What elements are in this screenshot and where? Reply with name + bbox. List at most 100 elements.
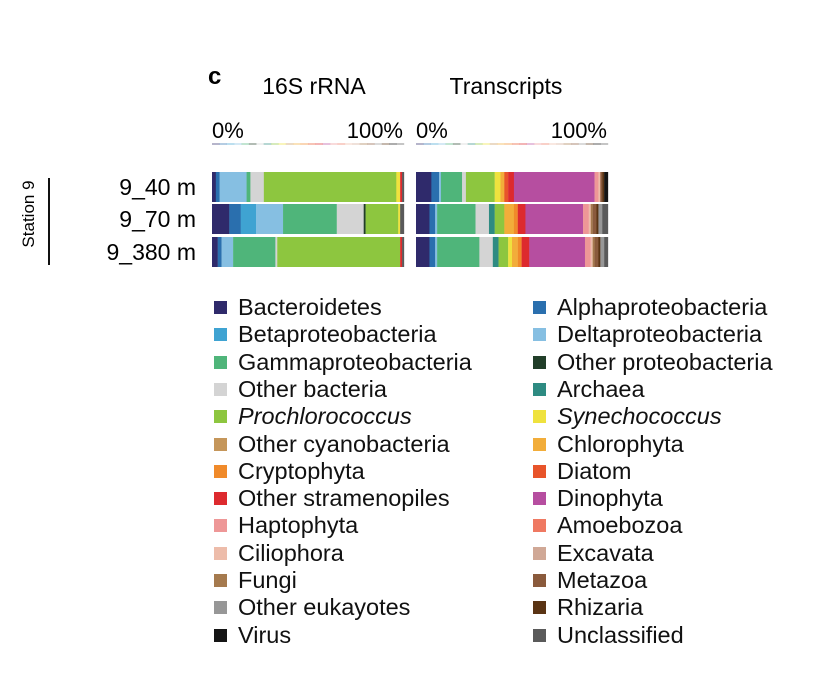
axis-baseline-segment: [423, 143, 431, 145]
axis-baseline-segment: [322, 143, 331, 145]
axis-baseline-segment: [263, 143, 272, 145]
legend-label: Virus: [238, 621, 292, 648]
legend-item-betaproteobacteria: Betaproteobacteria: [214, 321, 437, 348]
legend-item-archaea: Archaea: [533, 376, 645, 403]
legend-label: Synechococcus: [557, 403, 722, 430]
axis-baseline-segment: [359, 143, 368, 145]
category-labels: 9_40 m 9_70 m 9_380 m: [106, 174, 196, 265]
bar-segment-transcripts-9-40-m-prochlorococcus: [465, 172, 495, 202]
legend-swatch: [533, 464, 546, 478]
bar-segment-transcripts-9-40-m-deltaproteobacteria: [439, 172, 442, 202]
axis-baseline-segment: [548, 143, 557, 145]
legend-item-amoebozoa: Amoebozoa: [533, 512, 682, 539]
bar-segment-transcripts-9-40-m-diatom: [504, 172, 509, 202]
legend-label: Alphaproteobacteria: [557, 294, 768, 320]
legend-label: Other stramenopiles: [238, 485, 450, 512]
bar-segment-16s-rrna-9-70-m-alphaproteobacteria: [229, 204, 241, 234]
legend-label: Unclassified: [557, 621, 684, 648]
legend-swatch: [533, 601, 546, 615]
legend-item-cryptophyta: Cryptophyta: [214, 458, 365, 485]
bar-segment-16s-rrna-9-40-m-bacteroidetes: [212, 172, 216, 202]
bar-segment-transcripts-9-380-m-ciliophora: [590, 237, 593, 267]
legend-swatch: [214, 601, 227, 615]
bar-segment-transcripts-9-70-m-other-eukayotes: [598, 204, 603, 234]
legend-label: Other bacteria: [238, 375, 387, 402]
axis-baseline-segment: [600, 143, 609, 145]
axis-baseline-segment: [460, 143, 468, 145]
axis-baseline-segment: [467, 143, 476, 145]
legend-item-deltaproteobacteria: Deltaproteobacteria: [533, 321, 762, 348]
legend-item-chlorophyta: Chlorophyta: [533, 431, 684, 458]
legend-swatch: [214, 410, 227, 424]
axis-baseline-segment: [315, 143, 323, 145]
legend-label: Haptophyta: [238, 512, 359, 539]
bar-segment-16s-rrna-9-40-m-other-stramenopiles: [400, 172, 403, 202]
legend-label: Betaproteobacteria: [238, 321, 437, 348]
legend-swatch: [214, 574, 227, 587]
bar-segment-transcripts-9-40-m-chlorophyta: [500, 172, 505, 202]
legend-swatch: [533, 546, 546, 560]
legend-item-haptophyta: Haptophyta: [214, 512, 358, 539]
axis-baseline-segment: [578, 143, 587, 145]
bar-segment-transcripts-9-380-m-bacteroidetes: [416, 237, 430, 267]
legend-item-bacteroidetes: Bacteroidetes: [214, 294, 382, 321]
panel-title-16s: 16S rRNA: [262, 73, 366, 99]
axis-baseline-segment: [489, 143, 498, 145]
legend-item-ciliophora: Ciliophora: [214, 540, 344, 567]
bar-segment-16s-rrna-9-70-m-unclassified: [400, 204, 405, 234]
bar-segment-transcripts-9-70-m-alphaproteobacteria: [429, 204, 436, 234]
bar-segment-16s-rrna-9-40-m-prochlorococcus: [263, 172, 397, 202]
legend-item-other-proteobacteria: Other proteobacteria: [533, 349, 773, 376]
bar-segment-transcripts-9-70-m-gammaproteobacteria: [437, 204, 476, 234]
legend: Bacteroidetes Alphaproteobacteria Betaprot…: [214, 294, 814, 654]
panel-title-transcripts: Transcripts: [450, 73, 563, 99]
axis-baseline-segment: [374, 143, 383, 145]
legend-swatch: [214, 382, 227, 396]
legend-label: Gammaproteobacteria: [238, 348, 472, 375]
category-label-9-380-m: 9_380 m: [106, 239, 196, 265]
legend-label: Diatom: [557, 457, 632, 484]
bar-segment-transcripts-9-40-m-metazoa: [600, 172, 603, 202]
axis-baseline-segment: [534, 143, 542, 145]
axis-baseline-segment: [438, 143, 446, 145]
axis-baseline-segment: [367, 143, 375, 145]
legend-label: Dinophyta: [557, 485, 663, 512]
legend-item-fungi: Fungi: [214, 567, 297, 594]
bar-segment-16s-rrna-9-70-m-prochlorococcus: [365, 204, 399, 234]
bar-segment-transcripts-9-380-m-metazoa: [594, 237, 599, 267]
bar-segment-16s-rrna-9-40-m-deltaproteobacteria: [219, 172, 247, 202]
axis-baseline-segment: [416, 143, 424, 145]
bar-segment-transcripts-9-40-m-rhizaria: [602, 172, 605, 202]
bar-segment-transcripts-9-40-m-other-bacteria: [462, 172, 467, 202]
bar-segment-16s-rrna-9-70-m-other-proteobacteria: [363, 204, 366, 234]
bar-segment-16s-rrna-9-40-m-unclassified: [402, 172, 405, 202]
legend-swatch: [533, 382, 546, 396]
legend-item-excavata: Excavata: [533, 540, 654, 567]
bar-segment-16s-rrna-9-70-m-other-bacteria: [336, 204, 364, 234]
legend-swatch: [214, 492, 227, 506]
bar-segment-16s-rrna-9-380-m-other-bacteria: [275, 237, 278, 267]
bar-segment-transcripts-9-40-m-alphaproteobacteria: [431, 172, 440, 202]
bar-segment-transcripts-9-40-m-haptophyta: [594, 172, 599, 202]
axis-lines: [212, 143, 609, 145]
bar-segment-transcripts-9-380-m-fungi: [592, 237, 595, 267]
legend-item-diatom: Diatom: [533, 458, 631, 485]
bar-segment-transcripts-9-70-m-bacteroidetes: [416, 204, 430, 234]
bar-segment-16s-rrna-9-70-m-gammaproteobacteria: [283, 204, 337, 234]
axis-baseline-segment: [526, 143, 535, 145]
bar-segment-transcripts-9-70-m-other-stramenopiles: [517, 204, 526, 234]
legend-swatch: [533, 492, 546, 506]
bar-segment-transcripts-9-70-m-rhizaria: [596, 204, 599, 234]
axis-baseline-segment: [430, 143, 439, 145]
tick-label-100pct-16s: 100%: [347, 118, 403, 143]
bar-segment-transcripts-9-70-m-archaea: [488, 204, 495, 234]
legend-label: Other cyanobacteria: [238, 430, 450, 457]
axis-baseline-segment: [519, 143, 527, 145]
bar-segment-16s-rrna-9-70-m-deltaproteobacteria: [256, 204, 284, 234]
axis-baseline-segment: [256, 143, 264, 145]
bar-segment-transcripts-9-380-m-other-stramenopiles: [521, 237, 530, 267]
legend-swatch: [214, 546, 227, 560]
bar-segment-transcripts-9-380-m-deltaproteobacteria: [435, 237, 438, 267]
bar-segment-transcripts-9-70-m-ciliophora: [588, 204, 591, 234]
